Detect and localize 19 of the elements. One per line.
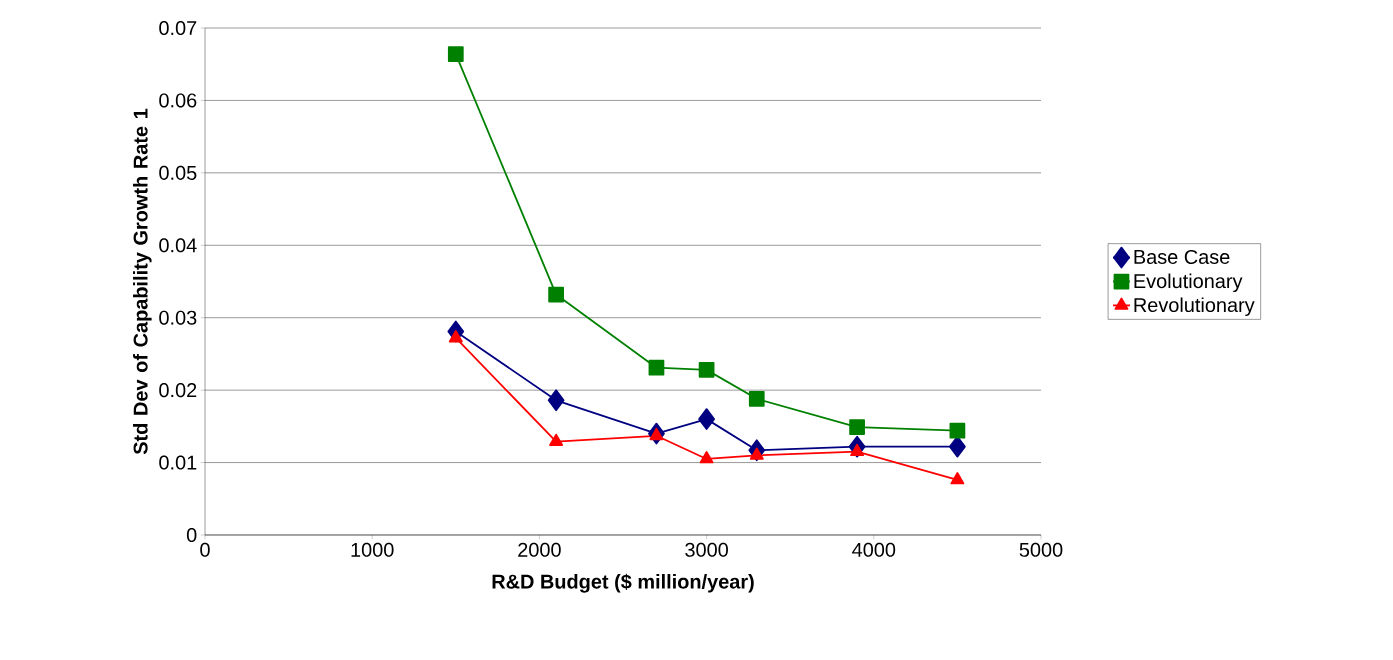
x-tick-label: 4000 [852,542,896,557]
y-tick-label: 0.02 [159,383,197,398]
y-tick-label: 0.01 [159,455,197,470]
legend-label: Base Case [1134,249,1230,264]
legend-label: Revolutionary [1134,297,1255,317]
legend-label: Evolutionary [1134,273,1243,293]
y-tick-label: 0 [186,527,197,543]
y-tick-label: 0.07 [159,20,197,36]
y-tick-label: 0.04 [159,238,197,253]
x-axis-title: R&D Budget ($ million/year) [492,573,754,593]
x-tick-label: 0 [200,542,210,557]
x-tick-label: 3000 [685,542,728,557]
y-tick-label: 0.03 [159,310,197,325]
x-tick-label: 2000 [518,542,561,557]
y-tick-label: 0.05 [159,165,197,180]
y-tick-label: 0.06 [159,93,197,108]
y-axis-title: Std Dev of Capability Growth Rate 1 [133,108,152,455]
x-tick-label: 5000 [1019,542,1063,557]
x-tick-label: 1000 [351,542,394,557]
